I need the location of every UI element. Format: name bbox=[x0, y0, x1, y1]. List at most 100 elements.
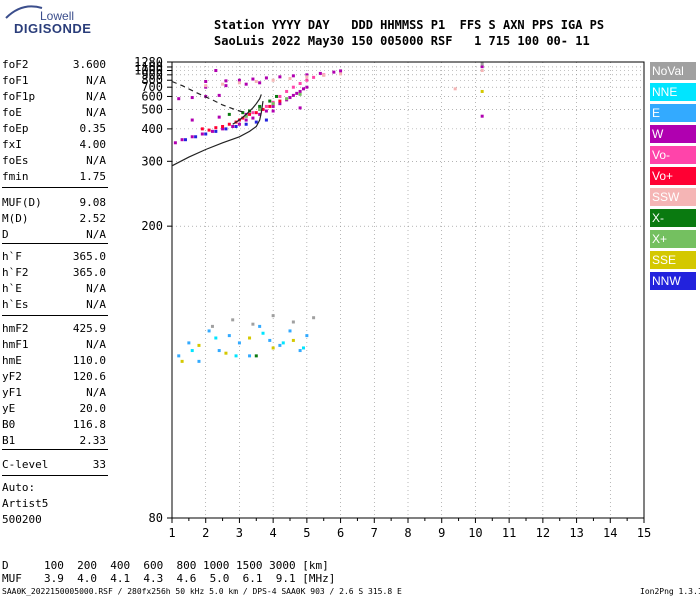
param-row: B0 116.8 bbox=[2, 418, 106, 433]
param-name: M(D) bbox=[2, 212, 29, 225]
data-point bbox=[264, 109, 268, 113]
x-tick-label: 6 bbox=[337, 526, 344, 540]
data-point bbox=[190, 135, 194, 139]
data-point bbox=[217, 349, 221, 353]
data-point bbox=[224, 84, 228, 88]
data-point bbox=[305, 334, 309, 338]
param-value: 3.600 bbox=[72, 58, 106, 71]
data-point bbox=[204, 85, 208, 89]
curve-profile bbox=[171, 101, 264, 167]
param-name: C-level bbox=[2, 458, 49, 471]
data-point bbox=[339, 69, 343, 73]
param-value: 0.35 bbox=[79, 122, 107, 135]
y-tick-label: 700 bbox=[141, 80, 163, 94]
param-row: h`Es N/A bbox=[2, 298, 106, 313]
data-point bbox=[251, 116, 255, 120]
param-value: 33 bbox=[92, 458, 106, 471]
d-label: D bbox=[2, 559, 9, 572]
param-name: MUF(D) bbox=[2, 196, 42, 209]
data-point bbox=[224, 127, 228, 131]
data-point bbox=[227, 334, 231, 338]
param-row: h`F 365.0 bbox=[2, 250, 106, 265]
param-row: h`E N/A bbox=[2, 282, 106, 297]
data-point bbox=[298, 89, 302, 93]
data-point bbox=[281, 341, 285, 345]
data-point bbox=[305, 73, 309, 77]
data-point bbox=[258, 324, 262, 328]
x-tick-label: 1 bbox=[168, 526, 175, 540]
muf-label: MUF bbox=[2, 572, 22, 585]
data-point bbox=[214, 336, 218, 340]
series-w bbox=[173, 65, 484, 145]
data-point bbox=[237, 78, 241, 82]
data-point bbox=[237, 341, 241, 345]
param-value: 20.0 bbox=[79, 402, 107, 415]
param-name: foF1p bbox=[2, 90, 36, 103]
param-row: foE N/A bbox=[2, 106, 106, 121]
data-point bbox=[183, 138, 187, 142]
data-point bbox=[480, 114, 484, 118]
y-tick-label: 1000 bbox=[134, 64, 163, 78]
y-tick-label: 900 bbox=[141, 68, 163, 82]
param-name: hmF2 bbox=[2, 322, 29, 335]
param-name: foE bbox=[2, 106, 22, 119]
x-tick-label: 10 bbox=[468, 526, 482, 540]
data-point bbox=[271, 104, 275, 108]
data-point bbox=[244, 122, 248, 126]
data-point bbox=[241, 111, 245, 115]
param-row: h`F2 365.0 bbox=[2, 266, 106, 281]
param-name: h`E bbox=[2, 282, 22, 295]
data-point bbox=[231, 125, 235, 129]
x-tick-label: 7 bbox=[371, 526, 378, 540]
param-separator bbox=[2, 475, 108, 476]
data-point bbox=[210, 129, 214, 133]
data-point bbox=[190, 118, 194, 122]
data-point bbox=[268, 338, 272, 342]
curve-virtual-height bbox=[232, 94, 262, 125]
param-name: foEp bbox=[2, 122, 29, 135]
data-point bbox=[190, 96, 194, 100]
param-value: 2.33 bbox=[79, 434, 107, 447]
param-row: fxI 4.00 bbox=[2, 138, 106, 153]
param-value: N/A bbox=[86, 154, 106, 167]
y-tick-label: 500 bbox=[141, 102, 163, 116]
param-value: 116.8 bbox=[72, 418, 106, 431]
y-tick-label: 600 bbox=[141, 89, 163, 103]
header-row-1: Station YYYY DAY DDD HHMMSS P1 FFS S AXN… bbox=[214, 18, 605, 32]
y-tick-label: 1100 bbox=[134, 60, 163, 74]
legend-item-w: W bbox=[650, 125, 696, 143]
data-point bbox=[180, 138, 184, 142]
x-tick-label: 14 bbox=[603, 526, 617, 540]
data-point bbox=[244, 82, 248, 86]
param-value: N/A bbox=[86, 228, 106, 241]
data-point bbox=[285, 97, 289, 101]
data-point bbox=[204, 132, 208, 136]
data-point bbox=[254, 120, 258, 124]
param-name: yF2 bbox=[2, 370, 22, 383]
x-tick-label: 12 bbox=[536, 526, 550, 540]
data-point bbox=[480, 65, 484, 69]
data-point bbox=[204, 79, 208, 83]
axis-layer: 1 2 3 4 5 6 7 8 9 10 11 12 13 14 158020030040050060070… bbox=[134, 55, 651, 540]
param-value: 365.0 bbox=[72, 266, 106, 279]
y-tick-label: 80 bbox=[149, 511, 163, 525]
auto-text: 500200 bbox=[2, 513, 42, 526]
series-x- bbox=[244, 92, 302, 118]
ionogram-chart: 1 2 3 4 5 6 7 8 9 10 11 12 13 14 158020030040050060070… bbox=[134, 55, 651, 540]
data-point bbox=[248, 112, 252, 116]
param-name: foF2 bbox=[2, 58, 29, 71]
x-tick-label: 2 bbox=[202, 526, 209, 540]
data-point bbox=[288, 96, 292, 100]
param-value: N/A bbox=[86, 90, 106, 103]
param-value: 4.00 bbox=[79, 138, 107, 151]
param-name: h`F2 bbox=[2, 266, 29, 279]
data-point bbox=[221, 125, 225, 129]
data-point bbox=[214, 69, 218, 73]
param-row: D N/A bbox=[2, 228, 106, 243]
data-point bbox=[231, 318, 235, 322]
data-point bbox=[241, 116, 245, 120]
legend-item-e: E bbox=[650, 104, 696, 122]
data-point bbox=[177, 97, 181, 101]
y-tick-label: 800 bbox=[141, 73, 163, 87]
x-tick-label: 5 bbox=[303, 526, 310, 540]
